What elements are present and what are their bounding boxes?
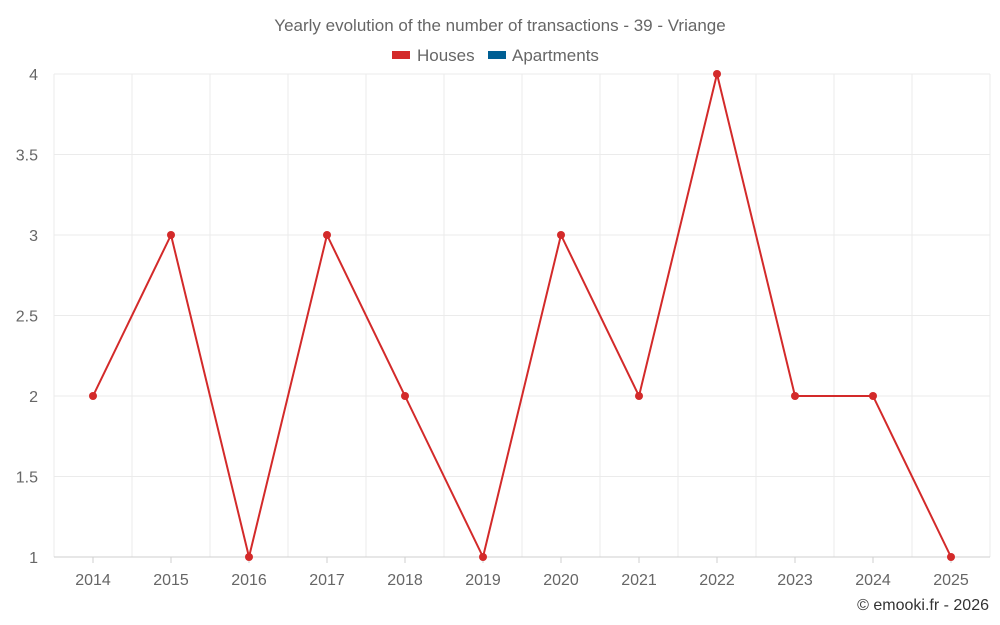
x-tick-label: 2015	[153, 572, 189, 589]
houses-point[interactable]	[479, 553, 487, 561]
x-tick-label: 2021	[621, 572, 657, 589]
x-tick-label: 2024	[855, 572, 891, 589]
y-tick-label: 3	[29, 228, 38, 245]
credit-text: © emooki.fr - 2026	[857, 597, 989, 614]
legend-apartments-swatch	[488, 51, 506, 59]
y-tick-label: 1	[29, 550, 38, 567]
houses-point[interactable]	[947, 553, 955, 561]
y-tick-label: 3.5	[16, 148, 38, 165]
houses-point[interactable]	[869, 392, 877, 400]
x-axis-ticks: 2014 2015 2016 2017 2018 2019 2020 2021 2022 2023…	[75, 557, 969, 589]
legend-apartments-label[interactable]: Apartments	[512, 46, 599, 65]
x-tick-label: 2020	[543, 572, 579, 589]
houses-line	[92, 73, 952, 558]
y-tick-label: 1.5	[16, 470, 38, 487]
x-tick-label: 2019	[465, 572, 501, 589]
y-tick-label: 2.5	[16, 309, 38, 326]
x-tick-label: 2023	[777, 572, 813, 589]
x-tick-label: 2022	[699, 572, 735, 589]
houses-point[interactable]	[323, 231, 331, 239]
x-tick-label: 2017	[309, 572, 345, 589]
legend: Houses Apartments	[392, 46, 599, 65]
houses-point[interactable]	[791, 392, 799, 400]
x-tick-label: 2016	[231, 572, 267, 589]
gridlines	[53, 73, 991, 558]
houses-point[interactable]	[401, 392, 409, 400]
y-axis-ticks: 1 1.5 2 2.5 3 3.5 4	[16, 67, 38, 567]
houses-point[interactable]	[635, 392, 643, 400]
houses-point[interactable]	[167, 231, 175, 239]
houses-point[interactable]	[245, 553, 253, 561]
houses-point[interactable]	[89, 392, 97, 400]
y-tick-label: 2	[29, 389, 38, 406]
legend-houses-swatch	[392, 51, 410, 59]
y-tick-label: 4	[29, 67, 38, 84]
x-tick-label: 2014	[75, 572, 111, 589]
houses-point[interactable]	[557, 231, 565, 239]
chart-title: Yearly evolution of the number of transa…	[274, 16, 725, 35]
x-tick-label: 2018	[387, 572, 423, 589]
series-houses	[89, 70, 955, 561]
houses-point[interactable]	[713, 70, 721, 78]
x-tick-label: 2025	[933, 572, 969, 589]
legend-houses-label[interactable]: Houses	[417, 46, 475, 65]
